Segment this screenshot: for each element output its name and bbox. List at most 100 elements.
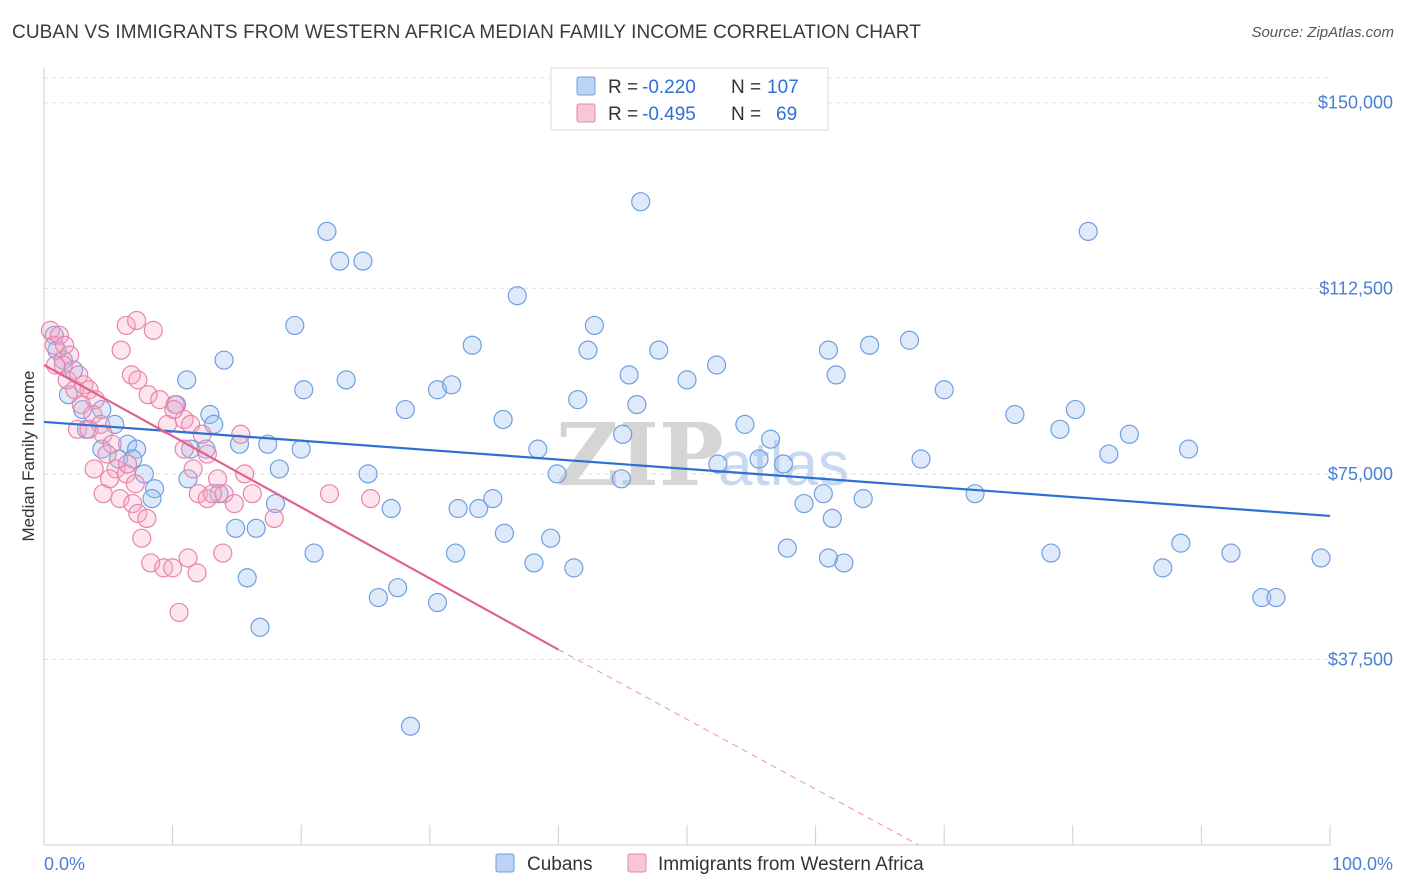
cubans-point-77	[749, 449, 769, 469]
cubans-point-105	[1252, 587, 1272, 608]
cubans-point-84	[834, 553, 854, 573]
bottom-legend-swatch-cubans	[495, 853, 515, 873]
x-tick-label-1: 100.0%	[1332, 854, 1393, 874]
cubans-point-11	[126, 439, 147, 459]
western-africa-point-67	[187, 563, 207, 583]
legend-n-value-2: 69	[776, 104, 797, 125]
cubans-point-50	[442, 375, 462, 395]
bottom-legend-cubans: Cubans	[527, 854, 593, 875]
cubans-point-32	[265, 493, 286, 514]
chart-source: Source: ZipAtlas.com	[1251, 24, 1394, 41]
cubans-point-58	[507, 286, 527, 306]
cubans-point-54	[469, 498, 489, 519]
cubans-point-44	[381, 498, 401, 519]
western-africa-point-14	[83, 404, 103, 425]
western-africa-point-58	[231, 424, 251, 444]
cubans-point-48	[427, 380, 448, 400]
chart-title: CUBAN VS IMMIGRANTS FROM WESTERN AFRICA …	[12, 22, 921, 43]
watermark-zip: ZIP	[556, 405, 724, 506]
cubans-point-102	[1171, 533, 1191, 553]
cubans-point-60	[528, 439, 548, 459]
legend-r-value-2: -0.495	[642, 104, 696, 125]
bottom-legend: Cubans Immigrants from Western Africa	[495, 853, 924, 875]
western-africa-point-35	[163, 558, 183, 578]
watermark-atlas: atlas	[718, 430, 849, 499]
cubans-point-40	[353, 251, 373, 271]
western-africa-points	[40, 310, 381, 623]
cubans-point-88	[860, 335, 880, 355]
cubans-point-80	[777, 538, 797, 558]
cubans-point-53	[448, 498, 468, 519]
cubans-point-101	[1153, 558, 1173, 578]
western-africa-point-40	[126, 310, 147, 331]
cubans-point-90	[899, 330, 920, 350]
cubans-point-56	[494, 523, 514, 543]
western-africa-point-60	[242, 484, 262, 504]
cubans-point-47	[400, 716, 421, 736]
cubans-trend-line	[43, 420, 1331, 518]
legend-r-label-2: R =	[608, 104, 638, 125]
cubans-point-70	[627, 394, 647, 415]
western-africa-point-61	[224, 493, 244, 514]
cubans-point-85	[822, 508, 842, 529]
western-africa-point-27	[125, 474, 145, 494]
y-tick-label-2: $112,500	[1319, 278, 1393, 298]
cubans-point-91	[911, 449, 931, 469]
cubans-point-81	[794, 493, 814, 514]
cubans-point-104	[1221, 543, 1241, 563]
western-africa-point-62	[202, 484, 223, 504]
cubans-point-38	[317, 221, 337, 241]
western-africa-point-29	[123, 493, 143, 514]
western-africa-point-21	[84, 459, 104, 479]
cubans-point-93	[965, 484, 985, 504]
cubans-point-35	[291, 439, 311, 459]
western-africa-point-68	[213, 543, 233, 563]
western-africa-point-66	[178, 548, 198, 568]
cubans-point-67	[613, 424, 633, 444]
legend-n-label-1: N =	[731, 77, 761, 98]
legend-n-label-2: N =	[731, 104, 761, 125]
cubans-point-78	[760, 429, 781, 449]
western-africa-point-30	[128, 503, 148, 524]
western-africa-trend-line	[43, 364, 559, 651]
western-africa-point-54	[188, 484, 208, 504]
western-africa-point-1	[44, 335, 64, 355]
cubans-point-99	[1099, 444, 1119, 464]
cubans-point-89	[853, 489, 873, 509]
cubans-point-92	[934, 380, 954, 400]
cubans-point-51	[445, 543, 466, 563]
western-africa-point-65	[361, 489, 381, 509]
western-africa-point-0	[40, 320, 61, 340]
western-africa-point-26	[117, 454, 138, 474]
legend-swatch-cubans	[576, 76, 596, 96]
cubans-point-28	[226, 518, 246, 538]
cubans-point-107	[1311, 548, 1331, 568]
cubans-point-62	[547, 464, 567, 484]
cubans-point-68	[619, 365, 639, 385]
western-africa-point-37	[121, 365, 142, 385]
cubans-point-55	[483, 489, 503, 509]
western-africa-point-49	[197, 444, 217, 464]
legend-swatch-western-africa	[576, 103, 596, 123]
cubans-point-100	[1119, 424, 1139, 444]
western-africa-point-36	[169, 602, 189, 623]
cubans-point-25	[214, 350, 234, 370]
cubans-point-57	[493, 409, 513, 430]
cubans-point-29	[246, 518, 266, 538]
cubans-point-106	[1266, 587, 1286, 608]
cubans-point-18	[200, 404, 220, 425]
western-africa-point-20	[97, 444, 117, 464]
western-africa-point-22	[106, 459, 126, 479]
cubans-point-71	[631, 192, 651, 212]
cubans-point-98	[1078, 221, 1098, 241]
y-tick-label-3: $150,000	[1318, 93, 1393, 113]
y-tick-label-0: $37,500	[1328, 649, 1393, 669]
western-africa-point-2	[49, 325, 70, 345]
cubans-point-16	[177, 370, 197, 390]
cubans-point-9	[117, 434, 138, 454]
western-africa-point-31	[137, 508, 157, 529]
cubans-point-43	[368, 587, 388, 608]
cubans-point-79	[773, 454, 794, 474]
legend: R = -0.220 N = 107 R = -0.495 N = 69	[550, 67, 829, 131]
cubans-point-36	[304, 543, 324, 563]
